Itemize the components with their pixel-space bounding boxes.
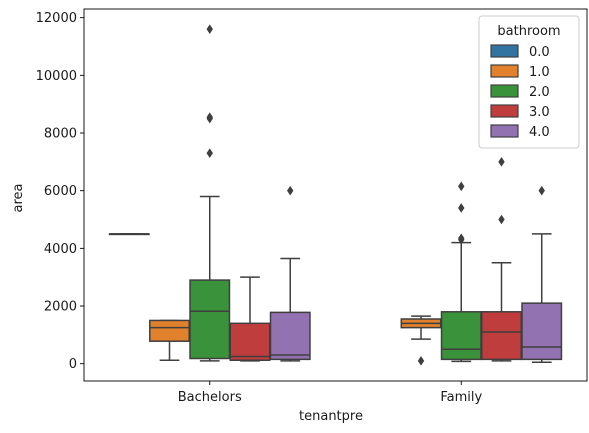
x-axis-label: tenantpre [299,409,363,424]
legend-swatch [490,104,519,118]
y-tick-label: 10000 [36,69,77,84]
box-body [440,311,482,361]
outlier-point [206,24,213,34]
legend: bathroom 0.0 1.0 2.0 3.0 4.0 [478,15,580,149]
box-body [521,302,563,361]
box-body [229,322,271,361]
y-tick-label: 0 [69,357,77,372]
box-group-4.0-Bachelors [269,185,311,362]
y-tick-label: 2000 [44,300,77,315]
outlier-point [538,185,545,196]
y-axis: 0 2000 4000 6000 8000 10000 12000 [36,11,84,372]
box-group-4.0-Family [521,185,563,364]
legend-swatch [490,64,519,78]
outlier-point [458,203,465,213]
legend-label: 4.0 [529,125,550,140]
outlier-point [287,185,294,196]
x-axis: Bachelors Family [178,381,482,405]
box-body [149,319,190,342]
y-tick-label: 12000 [36,11,77,26]
x-tick-label: Bachelors [178,390,242,405]
legend-swatch [490,44,519,58]
y-tick-label: 4000 [44,242,77,257]
legend-swatch [490,84,519,98]
boxes-layer [108,24,563,366]
legend-swatch [490,124,519,138]
outlier-point [498,157,505,167]
legend-entries: 0.0 1.0 2.0 3.0 4.0 [490,44,550,140]
box-body [189,279,231,360]
x-tick-label: Family [440,390,482,405]
legend-label: 1.0 [529,65,550,80]
box-group-1.0-Family [400,315,442,366]
outlier-point [417,356,425,366]
box-group-3.0-Bachelors [229,276,271,362]
y-tick-label: 8000 [44,127,77,142]
outlier-point [206,148,213,158]
outlier-point [458,233,465,244]
box-body [269,311,311,361]
box-group-1.0-Bachelors [149,319,190,361]
legend-label: 0.0 [529,45,550,60]
box-body [481,311,522,361]
legend-label: 2.0 [529,85,550,100]
box-group-2.0-Family [440,181,482,363]
outlier-point [458,181,465,192]
y-axis-label: area [11,184,26,213]
legend-label: 3.0 [529,105,550,120]
legend-title: bathroom [497,24,560,39]
box-group-2.0-Bachelors [189,24,231,362]
box-group-3.0-Family [481,157,522,362]
box-group-0.0-Bachelors [108,233,150,236]
outlier-point [498,214,505,225]
outlier-point [206,112,213,122]
y-tick-label: 6000 [44,184,77,199]
